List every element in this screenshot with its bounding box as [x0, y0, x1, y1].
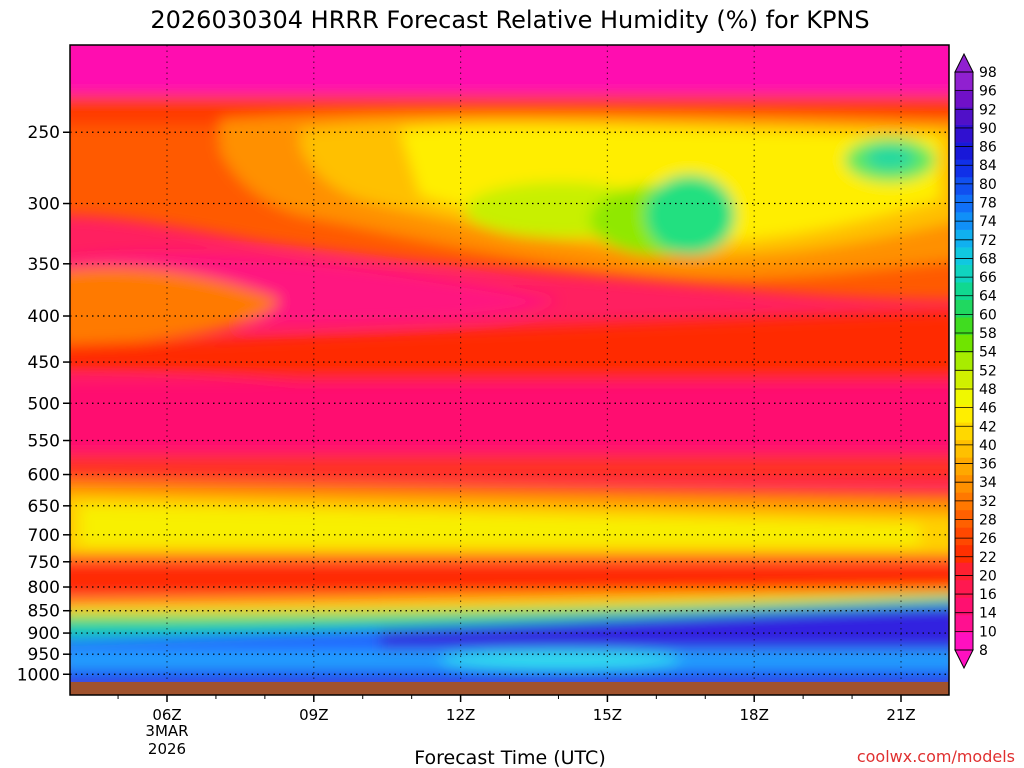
- colorbar-label: 78: [979, 196, 997, 212]
- colorbar-label: 80: [979, 177, 997, 193]
- colorbar-swatch: [955, 317, 973, 336]
- colorbar-swatch: [955, 334, 973, 353]
- y-tick-label: 300: [28, 195, 60, 215]
- colorbar-swatch: [955, 422, 973, 441]
- x-tick-label: 09Z: [299, 706, 328, 724]
- colorbar-swatch: [955, 597, 973, 616]
- x-tick-label: 15Z: [593, 706, 622, 724]
- colorbar-label: 14: [979, 606, 997, 622]
- colorbar-label: 60: [979, 307, 997, 323]
- colorbar-swatch: [955, 527, 973, 546]
- colorbar-swatch: [955, 404, 973, 423]
- colorbar-label: 58: [979, 326, 997, 342]
- colorbar-swatch: [955, 544, 973, 563]
- colorbar-swatch: [955, 614, 973, 633]
- colorbar-swatch: [955, 579, 973, 598]
- y-axis: 2503003504004505005506006507007508008509…: [17, 123, 70, 685]
- colorbar-swatch: [955, 474, 973, 493]
- colorbar-label: 10: [979, 624, 997, 640]
- y-tick-label: 900: [28, 624, 60, 644]
- colorbar-label: 68: [979, 251, 997, 267]
- colorbar-label: 84: [979, 158, 997, 174]
- y-tick-label: 400: [28, 307, 60, 327]
- colorbar-label: 74: [979, 214, 997, 230]
- colorbar-label: 46: [979, 401, 997, 417]
- colorbar-swatch: [955, 72, 973, 90]
- colorbar-swatch: [955, 264, 973, 283]
- colorbar-label: 42: [979, 419, 997, 435]
- y-tick-label: 950: [28, 645, 60, 665]
- humidity-field: [70, 45, 949, 695]
- colorbar-label: 28: [979, 512, 997, 528]
- colorbar-label: 26: [979, 531, 997, 547]
- colorbar-label: 54: [979, 345, 997, 361]
- colorbar-label: 36: [979, 457, 997, 473]
- colorbar-label: 52: [979, 363, 997, 379]
- y-tick-label: 450: [28, 353, 60, 373]
- y-tick-label: 650: [28, 497, 60, 517]
- y-tick-label: 600: [28, 466, 60, 486]
- colorbar-bottom-arrow: [954, 649, 974, 670]
- colorbar-label: 8: [979, 643, 988, 659]
- colorbar-label: 64: [979, 289, 997, 305]
- colorbar-swatch: [955, 457, 973, 476]
- colorbar-label: 72: [979, 233, 997, 249]
- x-date-month: 3MAR: [145, 722, 188, 740]
- colorbar-label: 66: [979, 270, 997, 286]
- colorbar-swatch: [955, 439, 973, 458]
- colorbar-label: 32: [979, 494, 997, 510]
- x-tick-label: 21Z: [886, 706, 915, 724]
- colorbar-label: 22: [979, 550, 997, 566]
- x-tick-label: 12Z: [446, 706, 475, 724]
- y-tick-label: 1000: [17, 665, 60, 685]
- colorbar-swatch: [955, 387, 973, 406]
- colorbar-swatch: [955, 282, 973, 300]
- colorbar-top-arrow: [954, 52, 974, 73]
- y-tick-label: 500: [28, 394, 60, 414]
- y-tick-label: 750: [28, 553, 60, 573]
- colorbar-swatch: [955, 492, 973, 511]
- y-tick-label: 350: [28, 255, 60, 275]
- x-axis-label: Forecast Time (UTC): [414, 747, 605, 768]
- colorbar-swatch: [955, 229, 973, 248]
- colorbar-swatch: [955, 124, 973, 143]
- colorbar-swatch: [955, 177, 973, 195]
- colorbar-label: 96: [979, 84, 997, 100]
- x-tick-label: 18Z: [740, 706, 769, 724]
- x-axis: 06Z 09Z 12Z 15Z 18Z 21Z: [117, 695, 916, 724]
- colorbar-label: 16: [979, 587, 997, 603]
- colorbar-swatch: [955, 299, 973, 318]
- x-tick-label: 06Z: [152, 706, 181, 724]
- colorbar-label: 92: [979, 102, 997, 118]
- colorbar-swatch: [955, 159, 973, 178]
- y-tick-label: 700: [28, 526, 60, 546]
- colorbar-swatch: [955, 247, 973, 265]
- colorbar-swatch: [955, 194, 973, 213]
- colorbar-label: 98: [979, 65, 997, 81]
- grid-lines: [70, 45, 949, 682]
- y-tick-label: 850: [28, 602, 60, 622]
- colorbar-label: 34: [979, 475, 997, 491]
- colorbar-swatch: [955, 369, 973, 388]
- colorbar-swatch: [955, 89, 973, 108]
- y-tick-label: 550: [28, 432, 60, 452]
- colorbar-label: 86: [979, 140, 997, 156]
- x-date-year: 2026: [148, 740, 186, 758]
- colorbar-swatch: [955, 509, 973, 528]
- credit-text: coolwx.com/models: [857, 747, 1015, 766]
- colorbar-label: 90: [979, 121, 997, 137]
- colorbar-swatch: [955, 562, 973, 581]
- colorbar-label: 20: [979, 568, 997, 584]
- chart-title: 2026030304 HRRR Forecast Relative Humidi…: [150, 6, 869, 34]
- y-tick-label: 800: [28, 578, 60, 598]
- colorbar-swatch: [955, 142, 973, 160]
- colorbar-swatch: [955, 352, 973, 371]
- colorbar: 8 10 14 16 20 22 26 28 32 34 36 40 42 46 48 52 54 58 60 64 6…: [954, 52, 997, 670]
- colorbar-swatch: [955, 632, 973, 651]
- colorbar-label: 40: [979, 438, 997, 454]
- colorbar-label: 48: [979, 382, 997, 398]
- colorbar-swatch: [955, 107, 973, 125]
- y-tick-label: 250: [28, 123, 60, 143]
